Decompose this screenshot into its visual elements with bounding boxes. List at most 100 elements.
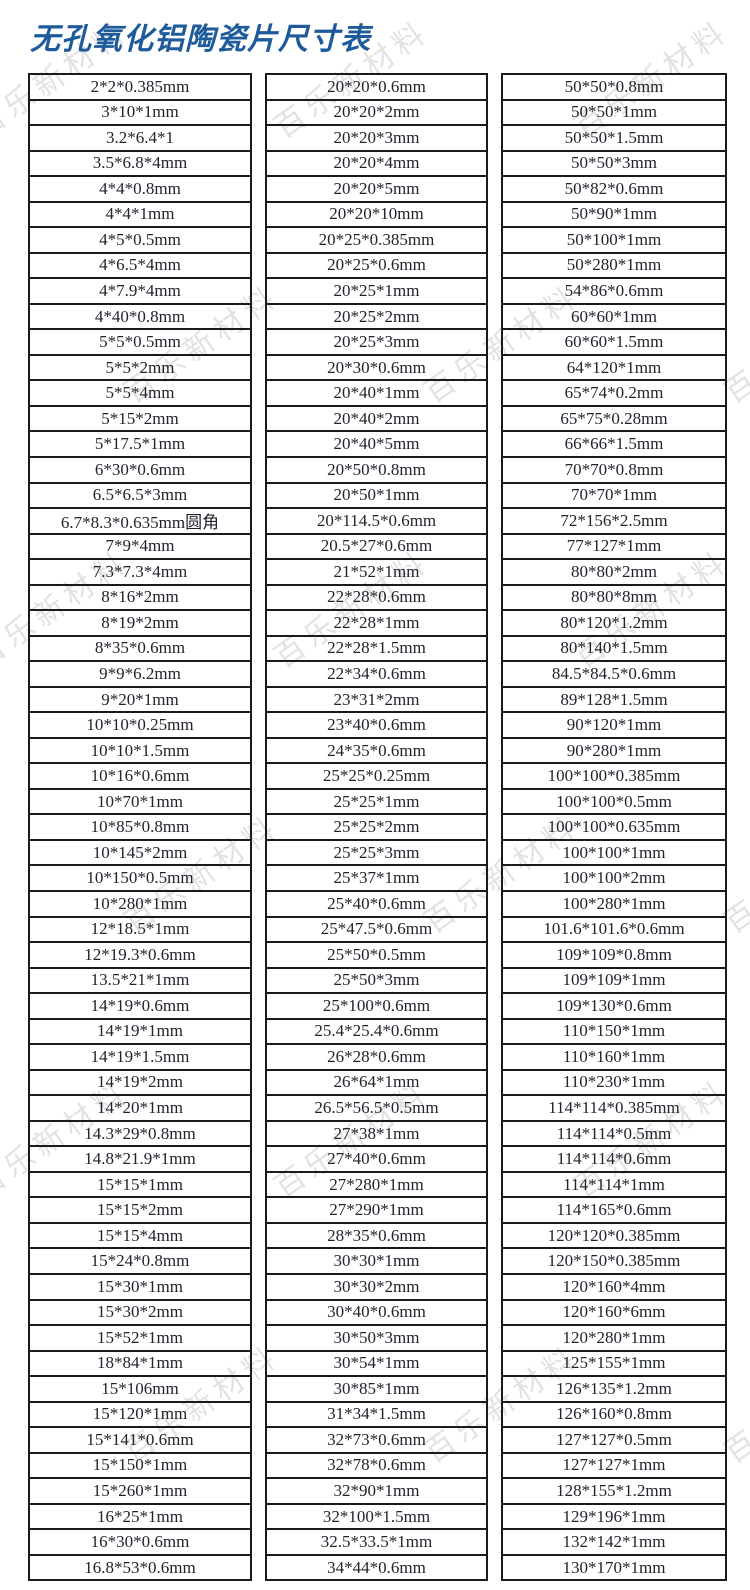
size-cell: 8*35*0.6mm <box>30 634 250 661</box>
size-cell: 25*50*3mm <box>267 966 486 993</box>
size-cell: 110*150*1mm <box>503 1017 725 1044</box>
size-cell: 50*50*0.8mm <box>564 76 664 96</box>
size-cell: 15*30*1mm <box>30 1272 250 1299</box>
size-cell: 4*40*0.8mm <box>30 302 250 329</box>
size-cell: 10*10*1.5mm <box>30 736 250 763</box>
size-cell: 15*52*1mm <box>30 1324 250 1350</box>
size-cell: 34*44*0.6mm <box>267 1553 486 1580</box>
size-cell: 16*30*0.6mm <box>30 1528 250 1554</box>
size-cell: 20*20*10mm <box>267 200 486 227</box>
size-cell: 10*280*1mm <box>30 890 250 916</box>
size-cell: 20.5*27*0.6mm <box>267 532 486 559</box>
size-cell: 89*128*1.5mm <box>503 685 725 712</box>
size-cell: 20*25*0.6mm <box>267 251 486 278</box>
size-cell: 22*28*1mm <box>267 609 486 635</box>
size-cell: 100*100*1mm <box>503 838 725 865</box>
size-cell: 15*120*1mm <box>30 1400 250 1427</box>
size-cell: 6.5*6.5*3mm <box>30 481 250 508</box>
size-cell: 6.7*8.3*0.635mm圆角 <box>30 507 250 533</box>
size-cell: 27*38*1mm <box>267 1119 486 1146</box>
size-cell: 32.5*33.5*1mm <box>267 1528 486 1554</box>
size-cell: 100*100*2mm <box>503 864 725 890</box>
size-cell: 15*106mm <box>30 1375 250 1401</box>
size-cell: 8*16*2mm <box>30 583 250 610</box>
size-cell: 84.5*84.5*0.6mm <box>503 660 725 686</box>
size-cell: 90*280*1mm <box>503 736 725 763</box>
size-cell: 5*5*0.5mm <box>30 328 250 354</box>
size-cell: 120*280*1mm <box>503 1324 725 1350</box>
size-cell: 32*78*0.6mm <box>267 1451 486 1478</box>
size-cell: 110*160*1mm <box>503 1043 725 1069</box>
size-cell: 30*85*1mm <box>267 1375 486 1401</box>
size-cell: 114*114*0.6mm <box>503 1145 725 1171</box>
size-cell: 20*25*0.385mm <box>267 226 486 252</box>
size-cell: 5*5*2mm <box>30 353 250 380</box>
size-cell: 5*5*4mm <box>30 379 250 405</box>
size-cell: 25*37*1mm <box>267 864 486 890</box>
size-cell: 90*120*1mm <box>503 711 725 737</box>
size-cell: 3*10*1mm <box>30 98 250 125</box>
size-cell: 12*18.5*1mm <box>30 915 250 942</box>
size-cell: 21*52*1mm <box>267 558 486 584</box>
size-cell: 28*35*0.6mm <box>267 1221 486 1248</box>
size-cell: 109*109*0.8mm <box>503 941 725 967</box>
size-cell: 72*156*2.5mm <box>503 507 725 533</box>
size-cell: 15*15*2mm <box>30 1196 250 1222</box>
size-cell: 10*10*0.25mm <box>30 711 250 737</box>
size-table-column-3: 50*50*0.8mm 50*50*1mm 50*50*1.5mm 50*50*3mm… <box>501 73 727 1581</box>
size-cell: 25*25*0.25mm <box>267 762 486 788</box>
size-cell: 50*82*0.6mm <box>503 175 725 201</box>
size-cell: 20*50*0.8mm <box>267 455 486 482</box>
size-cell: 25*25*3mm <box>267 838 486 865</box>
size-cell: 15*24*0.8mm <box>30 1247 250 1273</box>
size-cell: 31*34*1.5mm <box>267 1400 486 1427</box>
size-cell: 20*40*5mm <box>267 430 486 456</box>
size-cell: 22*28*1.5mm <box>267 634 486 661</box>
size-cell: 15*30*2mm <box>30 1298 250 1325</box>
size-cell: 114*114*1mm <box>503 1170 725 1197</box>
size-cell: 130*170*1mm <box>503 1553 725 1580</box>
size-cell: 65*74*0.2mm <box>503 379 725 405</box>
size-cell: 4*5*0.5mm <box>30 226 250 252</box>
size-cell: 15*260*1mm <box>30 1477 250 1503</box>
size-cell: 32*73*0.6mm <box>267 1426 486 1452</box>
size-cell: 80*80*2mm <box>503 558 725 584</box>
size-cell: 126*160*0.8mm <box>503 1400 725 1427</box>
size-cell: 60*60*1mm <box>503 302 725 329</box>
size-cell: 70*70*0.8mm <box>503 455 725 482</box>
size-cell: 26*64*1mm <box>267 1068 486 1095</box>
size-cell: 129*196*1mm <box>503 1502 725 1529</box>
size-cell: 4*4*0.8mm <box>30 175 250 201</box>
size-cell: 80*140*1.5mm <box>503 634 725 661</box>
size-cell: 127*127*0.5mm <box>503 1426 725 1452</box>
size-cell: 70*70*1mm <box>503 481 725 508</box>
size-cell: 23*31*2mm <box>267 685 486 712</box>
size-cell: 20*20*5mm <box>267 175 486 201</box>
size-cell: 3.5*6.8*4mm <box>30 149 250 176</box>
size-cell: 22*34*0.6mm <box>267 660 486 686</box>
size-cell: 27*280*1mm <box>267 1170 486 1197</box>
size-cell: 127*127*1mm <box>503 1451 725 1478</box>
size-cell: 77*127*1mm <box>503 532 725 559</box>
size-cell: 14*19*0.6mm <box>30 992 250 1018</box>
size-cell: 126*135*1.2mm <box>503 1375 725 1401</box>
size-tables: 2*2*0.385mm 3*10*1mm 3.2*6.4*1 3.5*6.8*4mm 4… <box>28 73 727 1581</box>
size-cell: 60*60*1.5mm <box>503 328 725 354</box>
size-cell: 14.3*29*0.8mm <box>30 1119 250 1146</box>
size-cell: 8*19*2mm <box>30 609 250 635</box>
size-cell: 9*9*6.2mm <box>30 660 250 686</box>
size-cell: 14*19*1mm <box>30 1017 250 1044</box>
size-cell: 20*25*2mm <box>267 302 486 329</box>
size-cell: 109*109*1mm <box>503 966 725 993</box>
size-cell: 25*50*0.5mm <box>267 941 486 967</box>
size-cell: 24*35*0.6mm <box>267 736 486 763</box>
page-title: 无孔氧化铝陶瓷片尺寸表 <box>30 23 371 56</box>
size-cell: 9*20*1mm <box>30 685 250 712</box>
size-cell: 20*50*1mm <box>267 481 486 508</box>
size-cell: 14.8*21.9*1mm <box>30 1145 250 1171</box>
size-cell: 50*280*1mm <box>503 251 725 278</box>
size-cell: 20*20*4mm <box>267 149 486 176</box>
size-cell: 120*120*0.385mm <box>503 1221 725 1248</box>
size-cell: 4*7.9*4mm <box>30 277 250 303</box>
size-cell: 7.3*7.3*4mm <box>30 558 250 584</box>
